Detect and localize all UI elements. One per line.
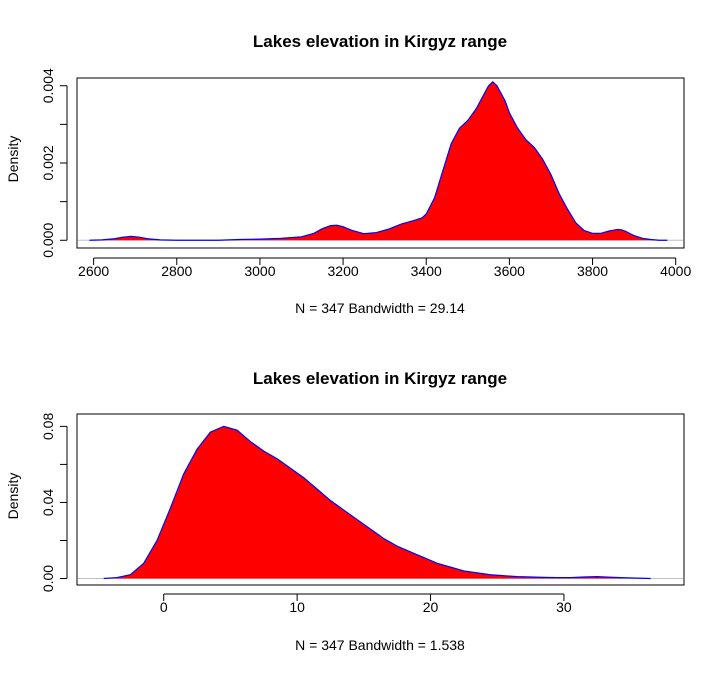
- x-tick-label: 3000: [244, 263, 275, 279]
- y-tick-label: 0.08: [40, 413, 56, 440]
- x-tick-label: 20: [423, 599, 439, 615]
- x-tick-label: 0: [160, 599, 168, 615]
- density-area: [103, 426, 651, 579]
- x-tick-label: 3600: [494, 263, 525, 279]
- plot-frame: [76, 413, 685, 586]
- density-line: [89, 81, 668, 241]
- y-tick-label: 0.002: [40, 145, 56, 180]
- y-tick-label: 0.004: [40, 68, 56, 103]
- chart-title: Lakes elevation in Kirgyz range: [253, 32, 507, 51]
- x-axis-label: N = 347 Bandwidth = 1.538: [295, 637, 465, 653]
- x-axis-label: N = 347 Bandwidth = 29.14: [295, 300, 465, 316]
- x-tick-label: 2600: [78, 263, 109, 279]
- x-tick-label: 3800: [577, 263, 608, 279]
- y-axis: 0.00 0.04 0.08: [40, 413, 68, 592]
- y-axis-label: Density: [5, 473, 21, 520]
- y-tick-label: 0.00: [40, 565, 56, 592]
- y-tick-label: 0.000: [40, 223, 56, 258]
- x-tick-label: 30: [556, 599, 572, 615]
- y-axis-label: Density: [5, 136, 21, 183]
- x-tick-label: 2800: [161, 263, 192, 279]
- x-tick-label: 4000: [660, 263, 691, 279]
- density-area: [89, 81, 668, 241]
- density-plot-top: Lakes elevation in Kirgyz range 2600 2800…: [5, 32, 691, 316]
- x-tick-label: 3400: [411, 263, 442, 279]
- y-tick-label: 0.04: [40, 489, 56, 516]
- plot-frame: [76, 77, 685, 249]
- x-axis: 0 10 20 30: [160, 593, 572, 615]
- x-axis: 2600 2800 3000 3200 3400 3600 3800 4000: [78, 257, 691, 279]
- x-tick-label: 10: [289, 599, 305, 615]
- density-plot-bottom: Lakes elevation in Kirgyz range 0 10 20 30 …: [5, 369, 685, 653]
- x-tick-label: 3200: [328, 263, 359, 279]
- y-axis: 0.000 0.002 0.004: [40, 68, 68, 258]
- chart-title: Lakes elevation in Kirgyz range: [253, 369, 507, 388]
- density-line: [103, 425, 651, 580]
